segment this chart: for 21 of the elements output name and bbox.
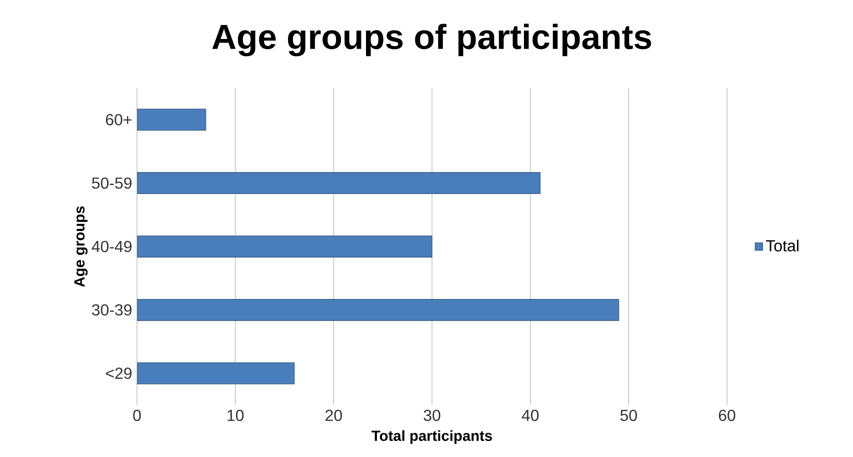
- x-tick-label: 0: [133, 410, 141, 422]
- y-tick-label: 50-59: [92, 177, 132, 189]
- y-tick-label: 40-49: [92, 240, 132, 252]
- bar: [137, 362, 295, 384]
- bar: [137, 236, 432, 258]
- x-tick-label: 40: [522, 410, 539, 422]
- y-tick-label: 60+: [106, 114, 132, 126]
- bar: [137, 298, 620, 321]
- y-tick-label: 30-39: [92, 304, 132, 316]
- x-tick-label: 30: [424, 410, 440, 422]
- y-tick-label: <29: [106, 368, 132, 379]
- bar: [137, 172, 540, 194]
- x-tick-label: 20: [326, 410, 342, 422]
- y-axis-title: Age groups: [74, 206, 88, 287]
- x-tick-label: 50: [620, 410, 637, 422]
- x-tick-label: 60: [718, 410, 736, 422]
- bar: [137, 108, 206, 131]
- chart-title: Age groups of participants: [212, 24, 652, 56]
- x-tick-label: 10: [228, 410, 244, 422]
- legend-label: Total: [766, 240, 798, 252]
- x-axis-title: Total participants: [372, 430, 492, 444]
